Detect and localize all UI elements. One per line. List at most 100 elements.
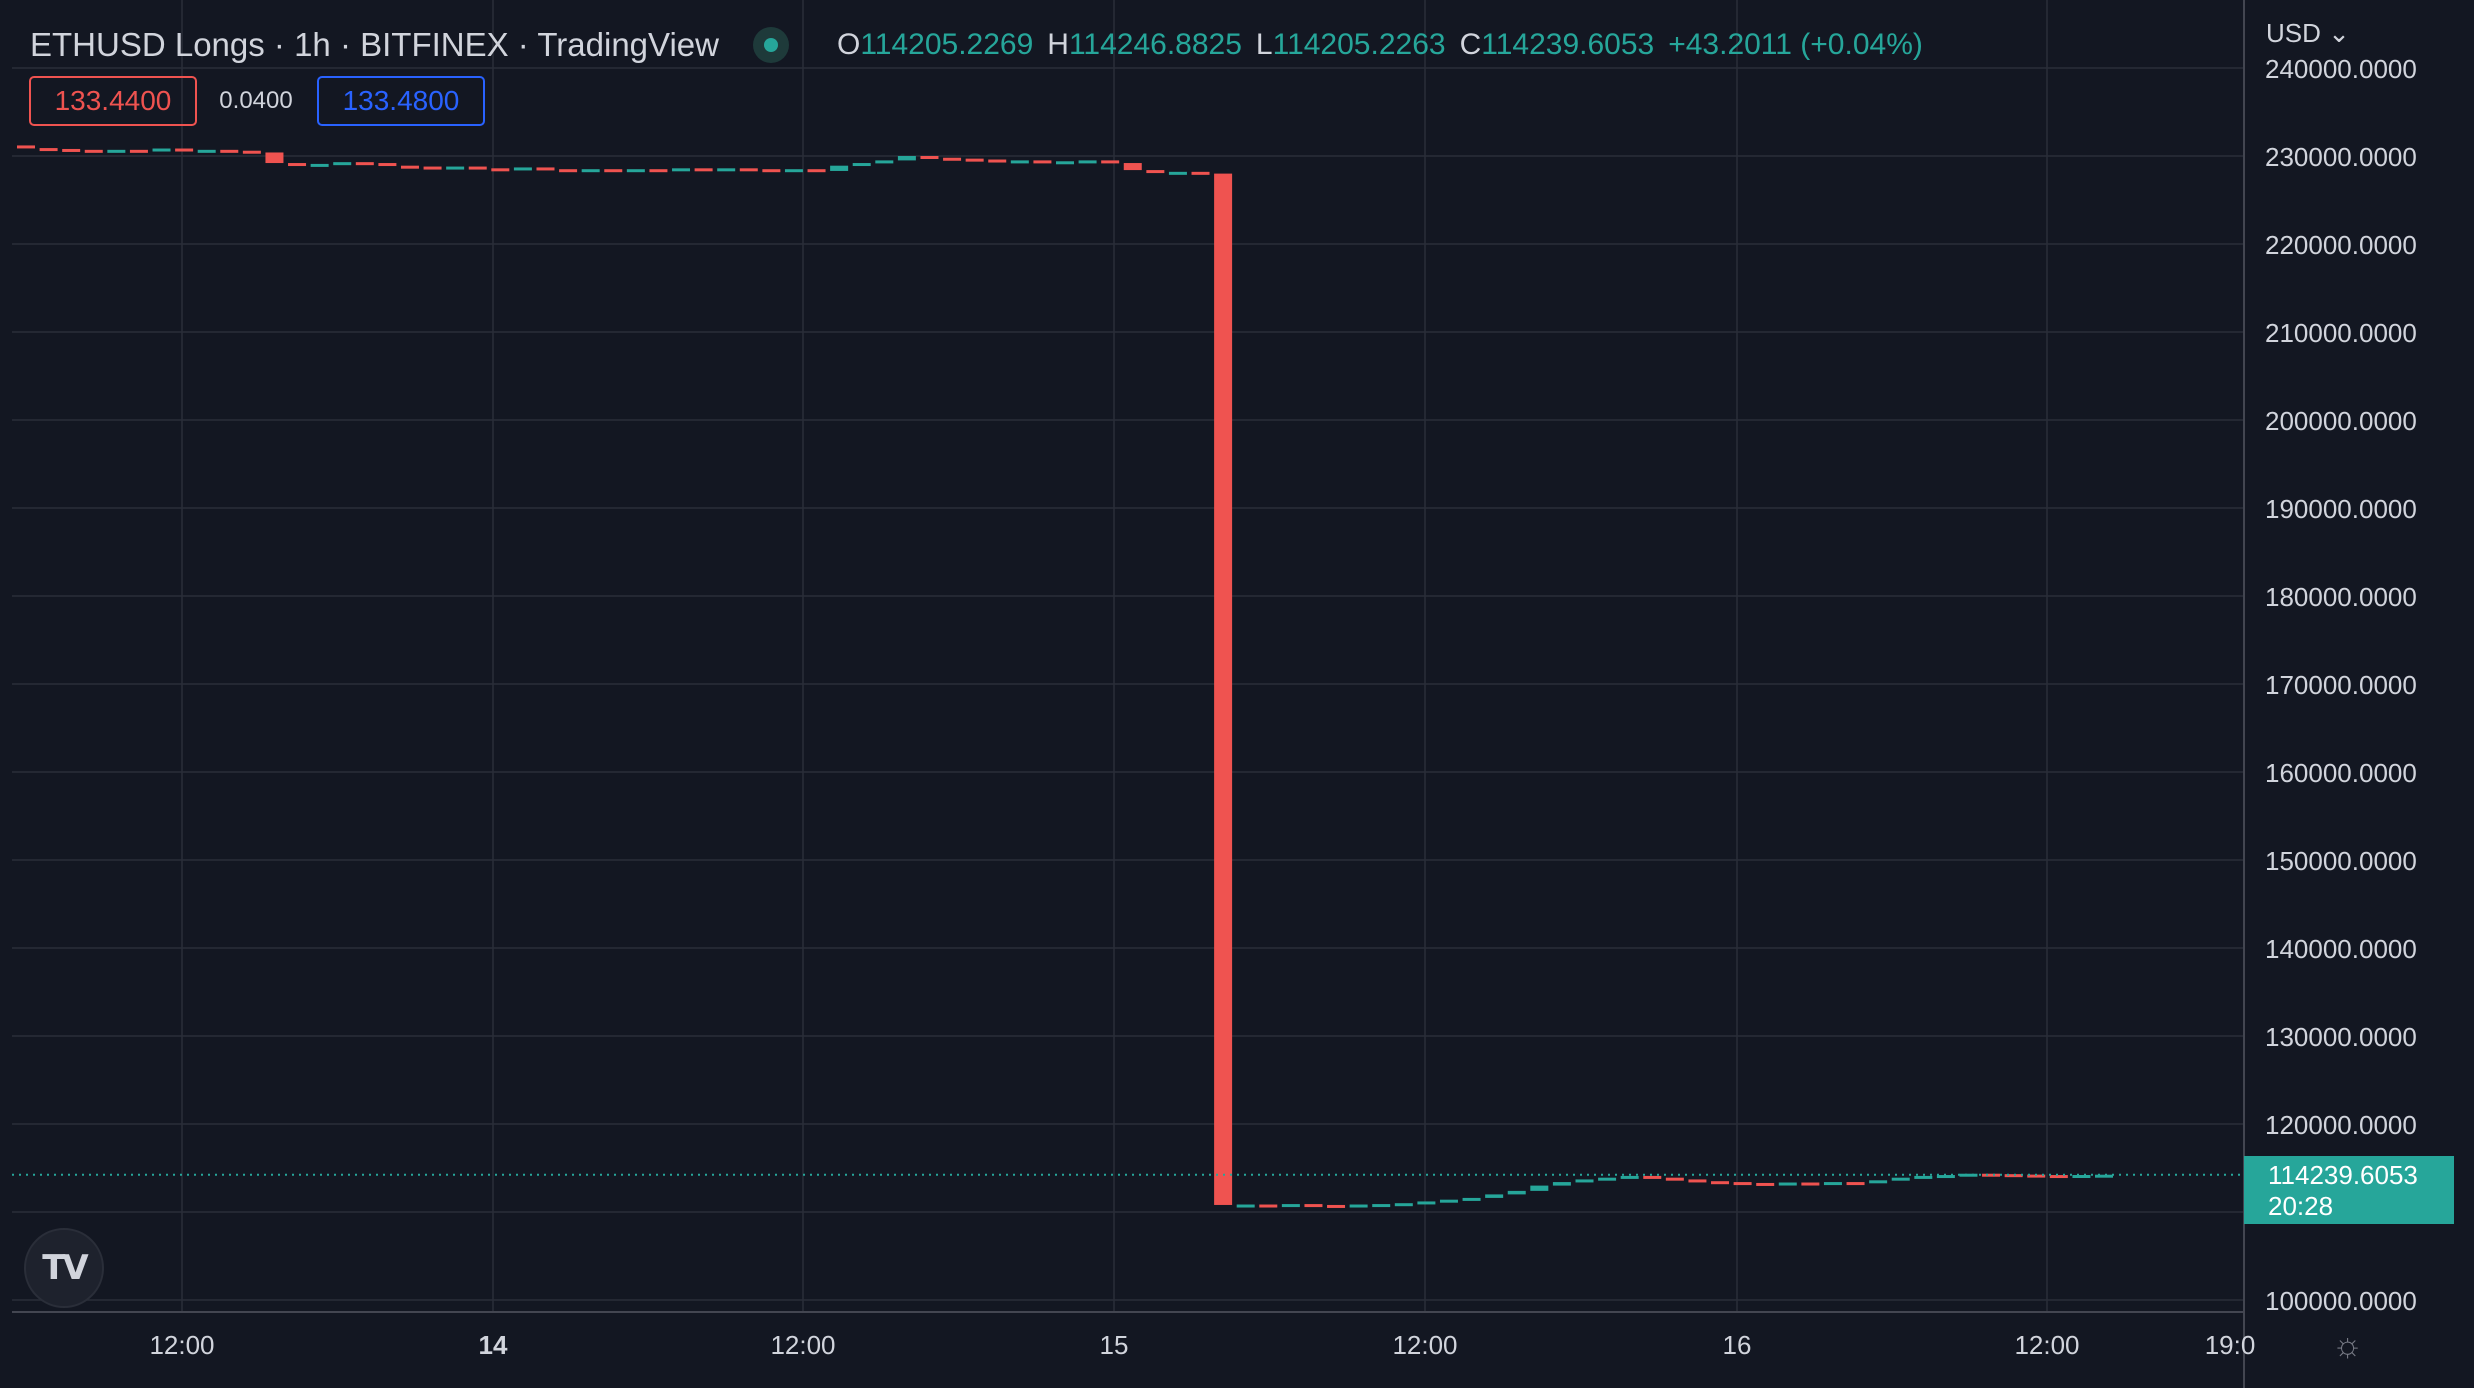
candle bbox=[1733, 1182, 1752, 1186]
candle bbox=[2095, 1174, 2113, 1178]
candle bbox=[875, 160, 894, 164]
candle bbox=[1372, 1204, 1391, 1208]
candle bbox=[807, 169, 826, 173]
candle bbox=[1620, 1175, 1639, 1179]
candle bbox=[1191, 171, 1210, 175]
candle bbox=[1033, 160, 1052, 164]
symbol-title[interactable]: ETHUSD Longs · 1h · BITFINEX · TradingVi… bbox=[30, 26, 719, 63]
candle bbox=[988, 159, 1007, 163]
candle bbox=[1010, 160, 1029, 164]
candle bbox=[1462, 1197, 1481, 1201]
candle bbox=[1304, 1204, 1323, 1208]
candle bbox=[1914, 1175, 1933, 1179]
price-tick-label: 190000.0000 bbox=[2265, 494, 2417, 524]
price-tick-label: 240000.0000 bbox=[2265, 54, 2417, 84]
last-price-value: 114239.6053 bbox=[2268, 1160, 2418, 1190]
spread-value: 0.0400 bbox=[219, 87, 293, 114]
candle bbox=[1078, 160, 1097, 164]
candles bbox=[17, 145, 2113, 1208]
candle bbox=[1056, 161, 1074, 165]
candle bbox=[1959, 1173, 1978, 1177]
candle bbox=[1756, 1182, 1775, 1186]
candle bbox=[39, 148, 58, 152]
time-tick-label: 12:00 bbox=[770, 1330, 835, 1360]
candle bbox=[581, 169, 600, 173]
candle bbox=[2049, 1175, 2068, 1179]
candle bbox=[242, 150, 261, 154]
price-tick-label: 180000.0000 bbox=[2265, 582, 2417, 612]
candle bbox=[920, 156, 939, 159]
candle bbox=[1101, 160, 1120, 164]
candle bbox=[1349, 1204, 1368, 1208]
candle bbox=[265, 152, 284, 164]
close-label: C bbox=[1459, 28, 1482, 61]
candle bbox=[1982, 1173, 2001, 1177]
low-value: 114205.2263 bbox=[1272, 28, 1446, 61]
candle bbox=[762, 169, 781, 173]
chart-header: ETHUSD Longs · 1h · BITFINEX · TradingVi… bbox=[30, 18, 1923, 72]
candle bbox=[897, 156, 916, 161]
candle bbox=[1711, 1181, 1730, 1185]
candle bbox=[2027, 1174, 2046, 1178]
price-tick-label: 210000.0000 bbox=[2265, 318, 2417, 348]
candle bbox=[717, 168, 736, 172]
low-label: L bbox=[1255, 28, 1273, 61]
candle bbox=[513, 167, 532, 171]
price-tick-label: 100000.0000 bbox=[2265, 1286, 2417, 1316]
market-status-icon[interactable] bbox=[752, 27, 789, 63]
candle bbox=[62, 148, 81, 152]
candle bbox=[1214, 173, 1233, 1205]
candle bbox=[2072, 1174, 2091, 1178]
time-tick-label: 19:0 bbox=[2205, 1330, 2256, 1360]
candle bbox=[1236, 1204, 1255, 1208]
high-label: H bbox=[1047, 28, 1069, 61]
price-tick-label: 150000.0000 bbox=[2265, 846, 2417, 876]
candle bbox=[1485, 1194, 1504, 1198]
candle bbox=[1439, 1199, 1458, 1203]
tradingview-logo-icon[interactable]: TV bbox=[24, 1228, 104, 1308]
candle bbox=[84, 149, 103, 153]
candle bbox=[1168, 171, 1187, 175]
candle bbox=[626, 169, 645, 173]
candle bbox=[1327, 1204, 1346, 1208]
time-tick-label: 12:00 bbox=[149, 1330, 214, 1360]
candle bbox=[852, 163, 871, 167]
candle bbox=[1507, 1190, 1526, 1195]
candle bbox=[2004, 1174, 2023, 1178]
candle bbox=[784, 169, 803, 173]
open-label: O bbox=[836, 28, 861, 61]
candle bbox=[649, 169, 668, 173]
candle bbox=[400, 165, 419, 169]
sell-button[interactable]: 133.4400 bbox=[29, 76, 197, 126]
grid-lines bbox=[12, 0, 2244, 1312]
candle bbox=[288, 163, 307, 167]
candle bbox=[197, 149, 216, 153]
settings-gear-icon[interactable]: ☼ bbox=[2332, 1326, 2364, 1364]
candle bbox=[1665, 1177, 1684, 1181]
candle bbox=[830, 165, 849, 171]
candle bbox=[1146, 170, 1165, 174]
buy-button[interactable]: 133.4800 bbox=[317, 76, 485, 126]
candle bbox=[672, 168, 691, 172]
candle bbox=[1123, 163, 1142, 171]
candle bbox=[468, 166, 487, 170]
candle bbox=[1869, 1180, 1888, 1184]
candle bbox=[1643, 1175, 1662, 1179]
candle bbox=[107, 149, 126, 153]
change-value: +43.2011 (+0.04%) bbox=[1668, 28, 1923, 61]
candle bbox=[1552, 1182, 1571, 1186]
currency-dropdown[interactable]: USD ⌄ bbox=[2266, 18, 2350, 49]
candle bbox=[604, 169, 623, 173]
currency-label: USD bbox=[2266, 18, 2321, 48]
time-tick-label: 12:00 bbox=[2014, 1330, 2079, 1360]
candle bbox=[310, 163, 329, 167]
candle bbox=[152, 148, 171, 152]
candle bbox=[423, 166, 442, 170]
candle bbox=[129, 149, 148, 153]
time-tick-label: 14 bbox=[479, 1330, 508, 1360]
candle bbox=[1530, 1185, 1549, 1191]
price-tick-label: 120000.0000 bbox=[2265, 1110, 2417, 1140]
candle bbox=[333, 162, 352, 166]
